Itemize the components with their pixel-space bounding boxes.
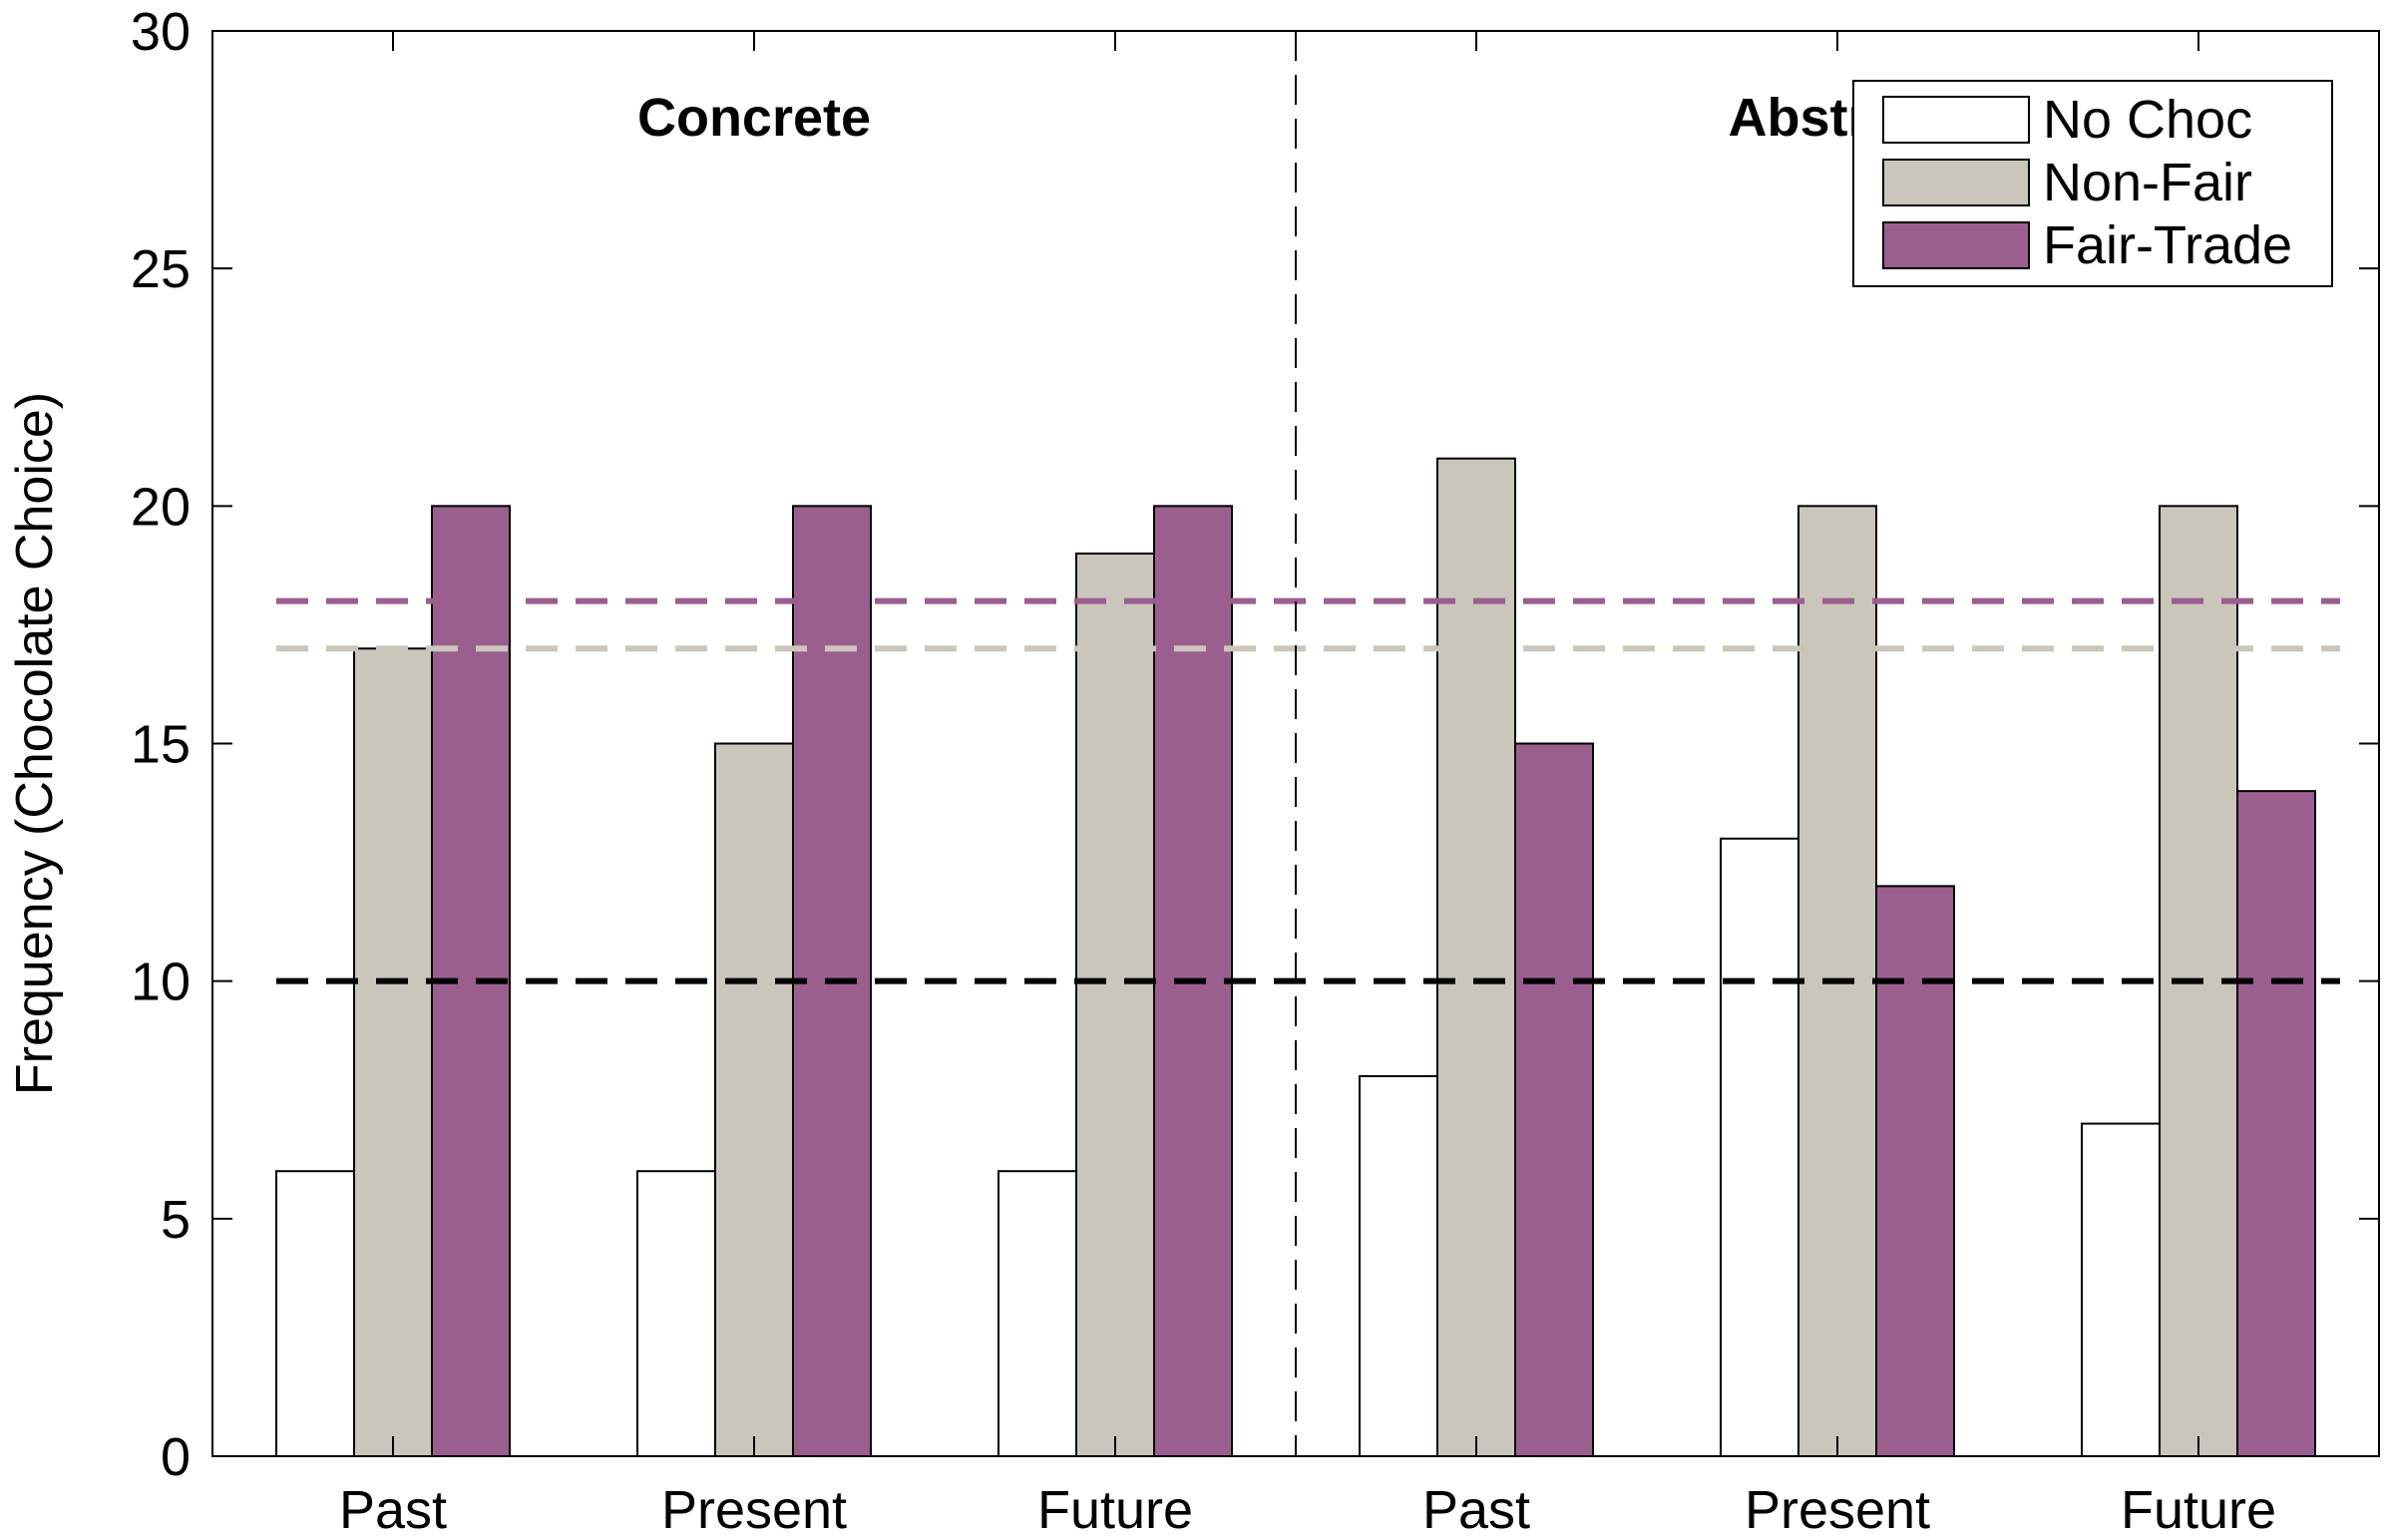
y-tick-label: 20 [131, 477, 191, 537]
bar-non-fair-0 [353, 647, 433, 1457]
bar-non-fair-1 [714, 742, 794, 1457]
bar-no-choc-4 [1720, 837, 1799, 1457]
legend-label: Fair-Trade [2043, 215, 2292, 275]
group-title-concrete: Concrete [637, 88, 871, 148]
bar-no-choc-3 [1359, 1074, 1438, 1458]
legend-swatch-no-choc [1882, 96, 2030, 144]
y-tick-label: 5 [161, 1190, 191, 1250]
group-titles: Concrete Abstract [637, 88, 1947, 148]
reference-lines-layer [276, 597, 2340, 984]
y-tick-label: 25 [131, 239, 191, 299]
bar-non-fair-2 [1075, 552, 1155, 1457]
x-axis: Past Present Future Past Present Future [339, 31, 2276, 1540]
bar-no-choc-5 [2081, 1122, 2161, 1457]
bar-fair-trade-3 [1514, 742, 1594, 1457]
x-tick-label: Present [1745, 1480, 1930, 1540]
y-axis-title: Frequency (Chocolate Choice) [6, 392, 64, 1095]
y-tick-label: 30 [131, 2, 191, 62]
bar-no-choc-0 [275, 1170, 355, 1457]
x-tick-label: Future [2121, 1480, 2276, 1540]
legend-label: Non-Fair [2043, 153, 2252, 212]
y-tick-label: 10 [131, 953, 191, 1012]
bar-fair-trade-5 [2236, 790, 2316, 1457]
x-tick-label: Past [339, 1480, 447, 1540]
legend-swatch-fair-trade [1882, 221, 2030, 269]
legend-swatch-non-fair [1882, 159, 2030, 206]
y-tick-label: 0 [161, 1427, 191, 1487]
x-tick-label: Future [1037, 1480, 1193, 1540]
bar-no-choc-1 [636, 1170, 716, 1457]
y-axis: 0 5 10 15 20 25 30 [131, 2, 2379, 1487]
y-tick-label: 15 [131, 715, 191, 775]
bar-fair-trade-4 [1875, 885, 1955, 1457]
bar-non-fair-3 [1436, 457, 1516, 1457]
legend-label: No Choc [2043, 90, 2252, 150]
bar-no-choc-2 [997, 1170, 1077, 1457]
x-tick-label: Past [1422, 1480, 1530, 1540]
x-tick-label: Present [661, 1480, 847, 1540]
